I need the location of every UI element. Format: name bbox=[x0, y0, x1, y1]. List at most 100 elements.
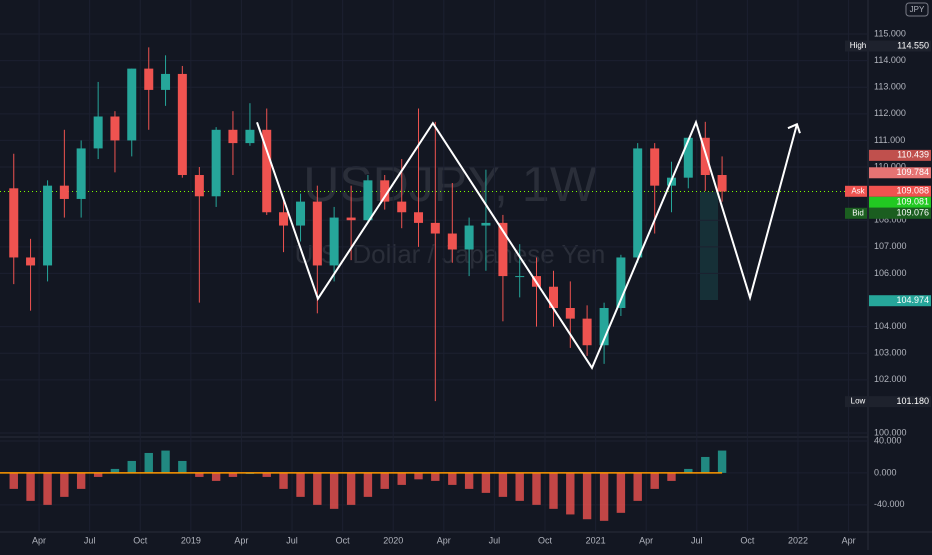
osc-bar bbox=[633, 472, 642, 501]
osc-bar bbox=[93, 472, 103, 477]
price-tag-value: 109.088 bbox=[896, 186, 929, 196]
osc-bar bbox=[498, 472, 508, 497]
candle-body bbox=[565, 308, 575, 319]
x-tick-label: Oct bbox=[133, 535, 148, 545]
x-tick-label: Jul bbox=[286, 535, 298, 545]
x-tick-label: Jul bbox=[691, 535, 703, 545]
osc-bar bbox=[262, 472, 271, 477]
y-tick-label: 111.000 bbox=[874, 135, 905, 145]
price-tag-value: 109.784 bbox=[896, 167, 929, 177]
osc-bar bbox=[60, 472, 69, 497]
x-tick-label: 2022 bbox=[788, 535, 808, 545]
osc-bar bbox=[582, 472, 592, 520]
price-tag-name: Bid bbox=[852, 208, 864, 217]
price-tag bbox=[869, 185, 931, 197]
osc-bar bbox=[211, 472, 221, 481]
candle-body bbox=[549, 286, 559, 309]
x-tick-label: Oct bbox=[538, 535, 553, 545]
candle-body bbox=[127, 68, 137, 141]
y-tick-label: 100.000 bbox=[874, 427, 907, 437]
pattern-arrow-head bbox=[787, 122, 801, 134]
candle-body bbox=[245, 129, 255, 144]
candle-body bbox=[633, 148, 643, 258]
price-tag bbox=[869, 396, 931, 408]
x-tick-label: Apr bbox=[842, 535, 856, 545]
candle-body bbox=[144, 68, 154, 90]
osc-bar bbox=[228, 472, 238, 477]
x-tick-label: Apr bbox=[639, 535, 653, 545]
candle-body bbox=[650, 148, 660, 186]
candle-body bbox=[312, 201, 322, 266]
osc-bar bbox=[26, 472, 35, 501]
osc-bar bbox=[144, 452, 153, 473]
currency-badge bbox=[905, 2, 929, 17]
osc-bar bbox=[43, 472, 52, 505]
price-tag-value: 101.180 bbox=[896, 396, 929, 406]
osc-bar bbox=[515, 472, 524, 501]
price-tag bbox=[869, 207, 931, 219]
candle-body bbox=[59, 185, 69, 199]
price-tag-name-box bbox=[845, 396, 867, 408]
candle-body bbox=[228, 129, 238, 144]
candle-body bbox=[582, 318, 592, 346]
price-tag bbox=[869, 196, 931, 208]
price-tag-name-box bbox=[845, 207, 867, 219]
osc-bar bbox=[9, 472, 18, 489]
candle-body bbox=[194, 175, 204, 197]
osc-bar bbox=[481, 472, 491, 493]
osc-bar bbox=[195, 472, 204, 477]
price-tag-value: 110.439 bbox=[897, 150, 929, 160]
osc-bar bbox=[701, 456, 710, 473]
osc-tick-label: 0.000 bbox=[874, 467, 897, 477]
candle-body bbox=[498, 222, 508, 277]
osc-bar bbox=[431, 472, 440, 481]
osc-bar bbox=[566, 472, 575, 515]
candle-body bbox=[414, 212, 424, 223]
y-tick-label: 106.000 bbox=[874, 268, 907, 278]
osc-bar bbox=[464, 472, 474, 489]
x-tick-label: Jul bbox=[489, 535, 501, 545]
osc-bar bbox=[448, 472, 457, 485]
osc-bar bbox=[346, 472, 356, 505]
price-tag-name-box bbox=[845, 185, 867, 197]
currency-badge-text: JPY bbox=[910, 5, 925, 14]
x-tick-label: 2019 bbox=[181, 535, 201, 545]
osc-bar bbox=[363, 472, 373, 497]
osc-bar bbox=[532, 472, 541, 505]
y-tick-label: 103.000 bbox=[874, 348, 907, 358]
candle-body bbox=[110, 116, 120, 141]
price-tag-name-box bbox=[845, 40, 867, 52]
candle-body bbox=[211, 129, 221, 197]
osc-bar bbox=[329, 472, 339, 509]
osc-bar bbox=[397, 472, 406, 485]
candle-body bbox=[43, 185, 53, 266]
price-tag bbox=[869, 149, 931, 161]
osc-bar bbox=[684, 468, 693, 473]
osc-bar bbox=[414, 472, 423, 480]
y-tick-label: 102.000 bbox=[874, 374, 907, 384]
candle-body bbox=[279, 212, 289, 226]
candle-body bbox=[616, 257, 626, 309]
price-tag bbox=[869, 295, 931, 307]
price-tag-value: 109.081 bbox=[896, 197, 929, 207]
price-tag bbox=[869, 167, 931, 179]
candle-body bbox=[296, 201, 306, 226]
x-tick-label: 2020 bbox=[383, 535, 403, 545]
candle-body bbox=[430, 222, 440, 234]
price-tag-value: 109.076 bbox=[896, 208, 929, 218]
osc-bar bbox=[178, 460, 187, 473]
candle-body bbox=[447, 233, 457, 250]
osc-bar bbox=[650, 472, 659, 489]
y-tick-label: 110.000 bbox=[874, 161, 906, 171]
price-tag-name: Low bbox=[851, 397, 866, 406]
y-tick-label: 114.000 bbox=[874, 55, 906, 65]
candle-body bbox=[397, 201, 407, 213]
candle-body bbox=[380, 180, 390, 202]
osc-tick-label: -40.000 bbox=[874, 499, 905, 509]
candle-body bbox=[262, 129, 272, 213]
watermark: USDJPY, 1W bbox=[303, 156, 597, 212]
x-tick-label: Apr bbox=[32, 535, 46, 545]
osc-bar bbox=[76, 472, 86, 489]
